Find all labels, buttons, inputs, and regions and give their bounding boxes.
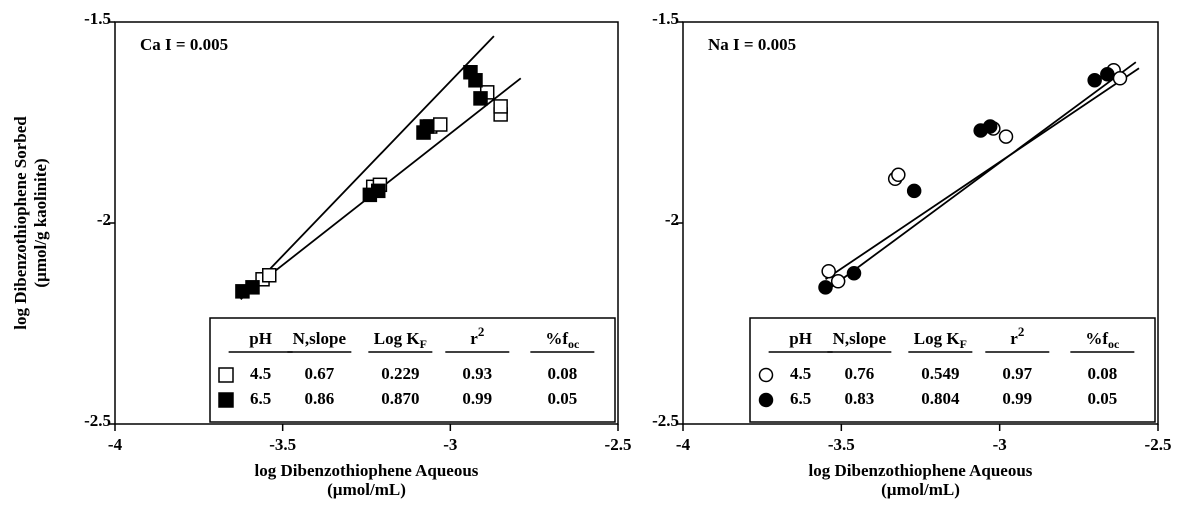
table-cell: 0.93 — [462, 364, 492, 383]
point — [821, 263, 836, 279]
table-header: Log KF — [914, 329, 967, 351]
point — [1112, 71, 1128, 86]
point — [468, 73, 483, 88]
y-tick-label: -1.5 — [84, 9, 111, 28]
x-axis-label: log Dibenzothiophene Aqueous — [255, 461, 479, 480]
table-cell: 0.05 — [1087, 389, 1117, 408]
table-cell: 0.86 — [304, 389, 334, 408]
table-header: pH — [249, 329, 272, 348]
table-cell: 0.83 — [844, 389, 874, 408]
annotation: Na I = 0.005 — [708, 35, 796, 54]
legend-marker — [758, 392, 774, 408]
point — [846, 266, 862, 281]
point — [818, 280, 833, 295]
table-header: %foc — [1085, 329, 1120, 351]
table-header: Log KF — [374, 329, 427, 351]
table-cell: 0.76 — [844, 364, 874, 383]
x-axis-label: log Dibenzothiophene Aqueous — [809, 461, 1033, 480]
x-tick-label: -3 — [993, 435, 1007, 454]
table-header-text: %f — [1085, 329, 1108, 348]
legend-label: 6.5 — [790, 389, 811, 408]
table-header-sup: 2 — [1018, 324, 1025, 339]
y-tick-label: -2.5 — [84, 411, 111, 430]
table-cell: 0.05 — [547, 389, 577, 408]
table-cell: 0.549 — [921, 364, 959, 383]
y-tick-label: -2 — [665, 210, 679, 229]
x-axis-label: (µmol/mL) — [327, 480, 406, 499]
fit-line — [240, 35, 495, 301]
table-header: %foc — [545, 329, 580, 351]
table-header-sub: F — [420, 337, 427, 351]
legend-label: 4.5 — [250, 364, 271, 383]
x-tick-label: -3.5 — [828, 435, 855, 454]
table-cell: 0.804 — [921, 389, 960, 408]
x-tick-label: -2.5 — [605, 435, 632, 454]
table-header-text: N,slope — [293, 329, 347, 348]
point — [891, 167, 906, 183]
y-tick-label: -2 — [97, 210, 111, 229]
table-header: r2 — [1010, 324, 1024, 348]
point — [982, 119, 998, 134]
point — [493, 99, 508, 114]
y-axis-label: (µmol/g kaolinite) — [31, 158, 50, 287]
table-cell: 0.99 — [462, 389, 492, 408]
table-header-sub: oc — [568, 337, 580, 351]
point — [433, 117, 448, 132]
legend-label: 4.5 — [790, 364, 811, 383]
point — [998, 129, 1014, 144]
table-cell: 0.99 — [1002, 389, 1032, 408]
legend-marker — [218, 367, 234, 383]
y-tick-label: -1.5 — [652, 9, 679, 28]
table-header: r2 — [470, 324, 484, 348]
x-tick-label: -2.5 — [1145, 435, 1172, 454]
x-tick-label: -3.5 — [269, 435, 296, 454]
table-header: N,slope — [293, 329, 347, 348]
point — [245, 280, 260, 295]
table-cell: 0.229 — [381, 364, 419, 383]
x-tick-label: -4 — [108, 435, 123, 454]
table-header-text: N,slope — [833, 329, 887, 348]
table-cell: 0.08 — [547, 364, 577, 383]
table-box — [749, 317, 1156, 423]
x-axis-label: (µmol/mL) — [881, 480, 960, 499]
table-header-sub: oc — [1108, 337, 1120, 351]
y-tick-label: -2.5 — [652, 411, 679, 430]
table-header-text: Log K — [374, 329, 421, 348]
annotation: Ca I = 0.005 — [140, 35, 228, 54]
table-header-sub: F — [960, 337, 967, 351]
point — [1087, 73, 1102, 88]
point — [906, 183, 922, 199]
legend-label: 6.5 — [250, 389, 271, 408]
point — [830, 274, 846, 289]
table-header: pH — [789, 329, 812, 348]
table-header: N,slope — [833, 329, 887, 348]
table-header-text: %f — [545, 329, 568, 348]
legend-marker — [218, 392, 234, 408]
point — [1100, 67, 1115, 82]
table-header-sup: 2 — [478, 324, 485, 339]
table-cell: 0.08 — [1087, 364, 1117, 383]
point — [473, 91, 488, 106]
point — [419, 119, 435, 134]
table-box — [209, 317, 616, 423]
fit-line — [824, 61, 1137, 293]
table-header-text: Log K — [914, 329, 961, 348]
x-tick-label: -3 — [443, 435, 457, 454]
table-header-text: r — [470, 329, 478, 348]
point — [370, 183, 386, 199]
table-header-text: r — [1010, 329, 1018, 348]
x-tick-label: -4 — [676, 435, 691, 454]
point — [262, 268, 277, 283]
legend-marker — [758, 367, 774, 383]
table-cell: 0.67 — [304, 364, 334, 383]
table-cell: 0.97 — [1002, 364, 1032, 383]
fit-line — [824, 67, 1140, 281]
y-axis-label: log Dibenzothiophene Sorbed — [11, 116, 30, 330]
table-cell: 0.870 — [381, 389, 419, 408]
